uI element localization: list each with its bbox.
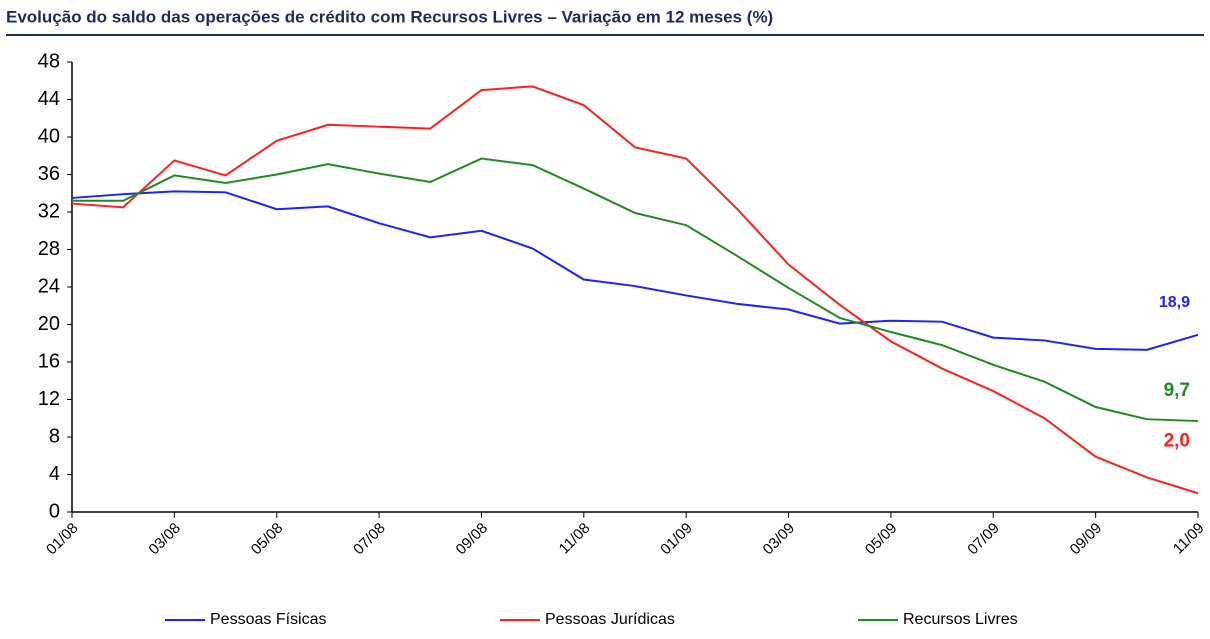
- value-label: 9,7: [1164, 380, 1190, 401]
- legend-label: Pessoas Físicas: [210, 611, 326, 628]
- y-tick-label: 28: [38, 238, 60, 260]
- series-line: [72, 157, 1199, 423]
- y-tick-label: 44: [38, 88, 60, 110]
- x-tick-label: 09/08: [453, 520, 492, 559]
- legend-label: Pessoas Jurídicas: [545, 611, 675, 628]
- series-line: [71, 190, 1199, 351]
- x-tick-label: 07/08: [350, 520, 389, 559]
- value-label: 18,9: [1159, 294, 1190, 311]
- y-tick-label: 16: [38, 350, 60, 372]
- y-tick-label: 20: [38, 313, 60, 335]
- y-tick-label: 4: [49, 463, 60, 485]
- x-tick-label: 11/09: [1170, 520, 1208, 558]
- y-tick-label: 36: [38, 163, 60, 185]
- x-tick-label: 01/09: [657, 520, 696, 559]
- x-tick-label: 09/09: [1067, 520, 1106, 559]
- y-tick-label: 48: [38, 50, 60, 72]
- series-line: [71, 85, 1199, 495]
- x-tick-label: 05/09: [862, 520, 901, 559]
- x-tick-label: 03/08: [145, 520, 184, 559]
- x-tick-label: 11/08: [556, 520, 594, 558]
- y-tick-label: 0: [49, 500, 60, 522]
- y-tick-label: 8: [49, 425, 60, 447]
- y-tick-label: 40: [38, 125, 60, 147]
- chart-title: Evolução do saldo das operações de crédi…: [6, 7, 773, 26]
- x-tick-label: 05/08: [248, 520, 287, 559]
- x-tick-label: 03/09: [760, 520, 799, 559]
- y-tick-label: 12: [38, 388, 60, 410]
- x-tick-label: 01/08: [43, 520, 82, 559]
- y-tick-label: 24: [38, 275, 60, 297]
- legend-label: Recursos Livres: [903, 611, 1018, 628]
- x-tick-label: 07/09: [964, 520, 1003, 559]
- y-tick-label: 32: [38, 200, 60, 222]
- value-label: 2,0: [1164, 430, 1190, 451]
